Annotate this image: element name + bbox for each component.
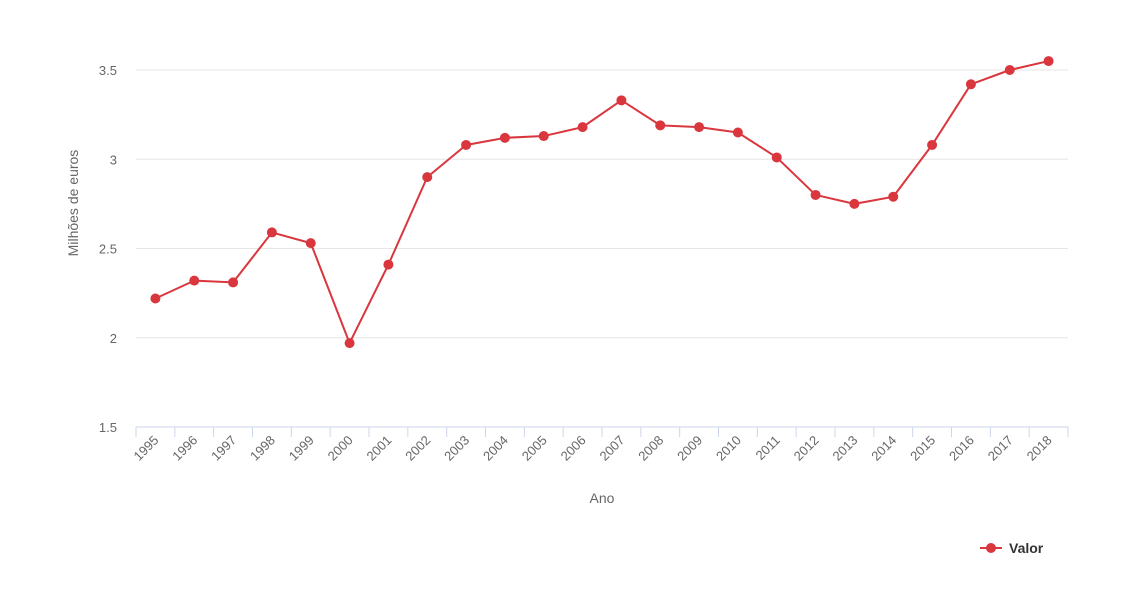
- x-tick-label: 2006: [558, 433, 589, 464]
- data-point[interactable]: [694, 122, 705, 133]
- series-layer: [150, 56, 1054, 349]
- data-point[interactable]: [927, 139, 938, 150]
- series-line: [154, 60, 1049, 345]
- x-tick-label: 2017: [985, 433, 1016, 464]
- x-axis-title: Ano: [590, 490, 615, 506]
- x-tick-label: 2005: [519, 433, 550, 464]
- data-point[interactable]: [577, 122, 588, 133]
- data-point[interactable]: [344, 338, 355, 349]
- legend-label[interactable]: Valor: [1009, 540, 1044, 556]
- data-point[interactable]: [461, 139, 472, 150]
- y-tick-label: 1.5: [99, 420, 117, 435]
- x-tick-label: 2015: [907, 433, 938, 464]
- x-tick-label: 2011: [752, 433, 782, 463]
- data-point[interactable]: [266, 227, 277, 238]
- y-tick-label: 2: [110, 331, 117, 346]
- data-point[interactable]: [771, 152, 782, 163]
- data-point[interactable]: [732, 127, 743, 138]
- y-tick-label: 3: [110, 152, 117, 167]
- x-tick-label: 2016: [946, 433, 977, 464]
- x-tick-label: 2004: [480, 433, 511, 464]
- data-point[interactable]: [655, 120, 666, 131]
- data-point[interactable]: [965, 79, 976, 90]
- data-point[interactable]: [228, 277, 239, 288]
- x-tick-label: 2007: [596, 433, 627, 464]
- data-point[interactable]: [810, 189, 821, 200]
- x-tick-label: 1999: [286, 433, 317, 464]
- data-point[interactable]: [150, 293, 161, 304]
- x-tick-label: 2014: [868, 433, 899, 464]
- x-tick-label: 1998: [247, 433, 278, 464]
- x-tick-label: 2001: [363, 433, 394, 464]
- x-tick-label: 2018: [1024, 433, 1055, 464]
- x-tick-label: 1997: [208, 433, 239, 464]
- data-point[interactable]: [616, 95, 627, 106]
- data-point[interactable]: [499, 132, 510, 143]
- y-tick-label: 3.5: [99, 63, 117, 78]
- data-point[interactable]: [189, 275, 200, 286]
- data-point[interactable]: [538, 131, 549, 142]
- x-tick-label: 1995: [130, 433, 161, 464]
- x-tick-label: 2000: [325, 433, 356, 464]
- legend-dot-marker: [986, 543, 996, 553]
- data-point[interactable]: [422, 172, 433, 183]
- x-tick-label: 2003: [441, 433, 472, 464]
- data-point[interactable]: [1043, 56, 1054, 67]
- x-tick-label: 2008: [635, 433, 666, 464]
- y-axis-title: Milhões de euros: [65, 150, 81, 257]
- x-tick-label: 2002: [402, 433, 433, 464]
- legend[interactable]: Valor: [980, 540, 1044, 556]
- y-axis: 1.5 2 2.5 3 3.5: [99, 63, 117, 435]
- x-axis: 1995 1996 1997 1998 1999 2000 2001 2002 2003 2004…: [130, 426, 1069, 464]
- y-tick-label: 2.5: [99, 242, 117, 257]
- x-tick-label: 1996: [169, 433, 200, 464]
- grid-lines: [136, 69, 1068, 339]
- data-point[interactable]: [888, 191, 899, 202]
- data-point[interactable]: [1004, 65, 1015, 75]
- data-point[interactable]: [383, 259, 394, 270]
- x-tick-label: 2012: [791, 433, 822, 464]
- x-tick-label: 2013: [829, 433, 860, 464]
- x-tick-label: 2009: [674, 433, 705, 464]
- data-point[interactable]: [849, 198, 860, 209]
- x-tick-label: 2010: [713, 433, 744, 464]
- data-point[interactable]: [305, 238, 316, 249]
